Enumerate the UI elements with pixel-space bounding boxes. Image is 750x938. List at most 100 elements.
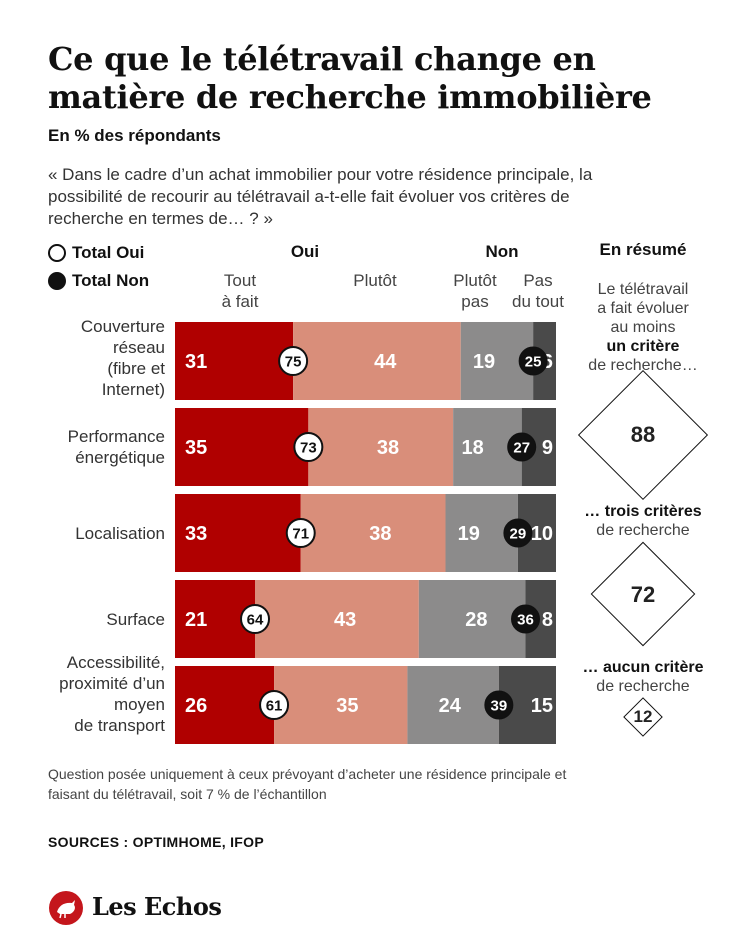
resume-block-3-end: de recherche	[596, 678, 690, 695]
header-tout-a-fait-line1: Tout	[223, 271, 257, 290]
row-label-line: moyen	[113, 695, 165, 714]
footnote: Question posée uniquement à ceux prévoya…	[48, 766, 567, 802]
legend-total-non-label: Total Non	[72, 271, 150, 290]
value-label-plutot-pas: 19	[473, 351, 495, 373]
bar-segment-plutot	[300, 494, 446, 572]
total-oui-circle	[285, 518, 316, 548]
header-non: Non	[485, 242, 519, 261]
total-non-circle	[503, 518, 533, 548]
bar-segment-tout-a-fait	[175, 494, 301, 572]
chart-subtitle: En % des répondants	[48, 126, 221, 145]
total-non-circle	[518, 346, 548, 376]
value-label-plutot-pas: 18	[461, 437, 483, 459]
resume-block-3: … aucun critère de recherche	[576, 658, 710, 696]
value-label-pas-du-tout: 15	[531, 695, 553, 717]
row-label: Couverture réseau (fibre et Internet)	[20, 316, 165, 400]
value-label-plutot: 38	[369, 523, 391, 545]
total-oui-circle	[293, 432, 324, 462]
row-label: Surface	[20, 609, 165, 630]
header-oui: Oui	[290, 242, 320, 261]
header-plutot-pas: Plutôt pas	[440, 270, 510, 312]
les-echos-rooster-logo	[49, 891, 83, 925]
header-plutot-pas-line1: Plutôt	[453, 271, 497, 290]
resume-block-2-end: de recherche	[596, 522, 690, 539]
total-non-value: 36	[517, 612, 534, 629]
header-plutot-pas-line2: pas	[461, 292, 489, 311]
total-oui-value: 73	[300, 440, 317, 457]
value-label-pas-du-tout: 9	[542, 437, 553, 459]
value-label-plutot: 43	[334, 609, 356, 631]
total-oui-circle	[240, 604, 271, 634]
value-label-tout-a-fait: 26	[185, 695, 207, 717]
value-label-tout-a-fait: 21	[185, 609, 207, 631]
total-oui-value: 75	[285, 354, 302, 371]
header-pas-du-tout-line1: Pas	[523, 271, 553, 290]
header-pas-du-tout: Pas du tout	[502, 270, 574, 312]
header-tout-a-fait: Tout à fait	[200, 270, 280, 312]
legend-total-oui: Total Oui	[48, 242, 144, 264]
legend-total-oui-label: Total Oui	[72, 243, 145, 262]
value-label-plutot: 38	[377, 437, 399, 459]
bar-segment-plutot	[255, 580, 419, 658]
row-label-line: Surface	[106, 609, 165, 629]
resume-block-3-bold: … aucun critère	[582, 659, 704, 676]
total-oui-circle	[259, 690, 290, 720]
row-label-line: (fibre et	[107, 359, 165, 378]
resume-block-1-bold: un critère	[606, 338, 680, 355]
row-label: Performance énergétique	[20, 426, 165, 468]
bar-segment-plutot	[293, 322, 461, 400]
row-label-line: énergétique	[75, 448, 165, 467]
row-label-line: Performance	[67, 427, 165, 446]
row-label-line: Accessibilité,	[66, 653, 165, 672]
value-label-tout-a-fait: 31	[185, 351, 207, 373]
bar-segment-tout-a-fait	[175, 322, 294, 400]
value-no-criterion: 12	[633, 707, 653, 726]
chart-title: Ce que le télétravail change en matière …	[48, 40, 652, 116]
resume-block-1-end: de recherche…	[588, 357, 698, 374]
header-plutot: Plutôt	[353, 271, 397, 290]
value-label-pas-du-tout: 10	[531, 523, 553, 545]
row-label-line: réseau	[113, 338, 165, 357]
value-label-plutot: 35	[336, 695, 358, 717]
bar-segment-plutot-pas	[418, 580, 526, 658]
sources: SOURCES : OPTIMHOME, IFOP	[48, 834, 264, 850]
resume-block-2: … trois critères de recherche	[576, 502, 710, 540]
value-label-pas-du-tout: 8	[542, 609, 553, 631]
legend-total-non: Total Non	[48, 270, 149, 292]
row-label: Accessibilité, proximité d’un moyen de tran…	[20, 652, 165, 736]
total-non-circle	[511, 604, 541, 634]
bar-segment-tout-a-fait	[175, 666, 275, 744]
row-label: Localisation	[20, 523, 165, 544]
resume-block-1-line2: a fait évoluer	[597, 300, 689, 317]
total-non-value: 39	[491, 698, 508, 715]
resume-header: En résumé	[599, 240, 687, 259]
value-label-tout-a-fait: 35	[185, 437, 207, 459]
total-oui-value: 64	[247, 612, 264, 629]
survey-question: « Dans le cadre d’un achat immobilier po…	[48, 165, 593, 228]
total-oui-value: 71	[292, 526, 309, 543]
bar-segment-plutot-pas	[407, 666, 499, 744]
bar-segment-tout-a-fait	[175, 408, 309, 486]
total-non-value: 27	[513, 440, 530, 457]
value-label-plutot: 44	[374, 351, 397, 373]
bar-segment-plutot	[274, 666, 408, 744]
value-one-criterion: 88	[630, 422, 656, 447]
resume-block-2-bold: … trois critères	[584, 503, 702, 520]
row-label-line: de transport	[74, 716, 165, 735]
brand-name: Les Echos	[92, 892, 222, 921]
value-label-plutot-pas: 19	[458, 523, 480, 545]
resume-block-1-line1: Le télétravail	[597, 281, 689, 298]
open-circle-icon	[48, 244, 66, 262]
value-label-tout-a-fait: 33	[185, 523, 207, 545]
total-non-circle	[484, 690, 514, 720]
total-non-value: 25	[525, 354, 542, 371]
value-label-plutot-pas: 24	[439, 695, 462, 717]
bar-segment-plutot	[308, 408, 454, 486]
header-pas-du-tout-line2: du tout	[512, 292, 564, 311]
value-three-criteria: 72	[630, 582, 656, 607]
header-tout-a-fait-line2: à fait	[221, 292, 259, 311]
total-non-circle	[507, 432, 537, 462]
total-oui-value: 61	[266, 698, 283, 715]
value-label-plutot-pas: 28	[465, 609, 487, 631]
